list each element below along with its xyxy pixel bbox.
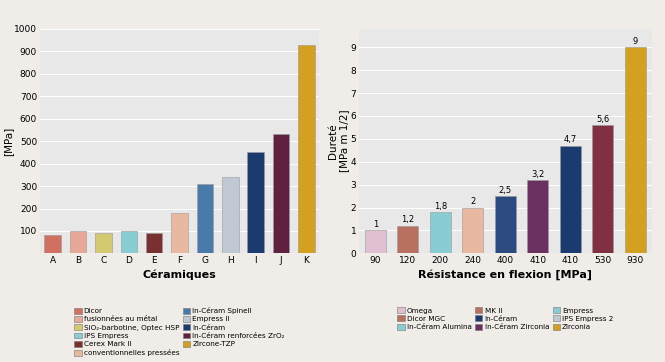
Bar	[299, 45, 315, 253]
Text: 1,2: 1,2	[401, 215, 414, 224]
Bar	[197, 184, 213, 253]
Text: 4,7: 4,7	[564, 135, 577, 144]
Bar	[430, 212, 451, 253]
Y-axis label: Dureté
[MPa m 1/2]: Dureté [MPa m 1/2]	[328, 110, 349, 172]
Bar	[593, 125, 614, 253]
Bar	[560, 146, 581, 253]
Text: 9: 9	[633, 37, 638, 46]
Bar	[397, 226, 418, 253]
Bar	[120, 231, 137, 253]
Bar	[247, 152, 264, 253]
Bar	[45, 235, 61, 253]
X-axis label: Résistance en flexion [MPa]: Résistance en flexion [MPa]	[418, 269, 593, 280]
Y-axis label: [MPa]: [MPa]	[3, 127, 13, 156]
Text: 1,8: 1,8	[434, 202, 447, 211]
Bar	[495, 196, 516, 253]
Bar	[95, 233, 112, 253]
Bar	[365, 231, 386, 253]
Bar	[146, 233, 162, 253]
Bar	[462, 207, 483, 253]
Bar	[70, 231, 86, 253]
Bar	[527, 180, 549, 253]
Legend: Omega, Dicor MGC, In-Céram Alumina, MK II, In-Céram, In-Céram Zirconia, Empress,: Omega, Dicor MGC, In-Céram Alumina, MK I…	[396, 306, 614, 331]
Text: 1: 1	[372, 220, 378, 229]
Text: 3,2: 3,2	[531, 169, 545, 178]
Bar	[222, 177, 239, 253]
Bar	[625, 47, 646, 253]
Text: 2,5: 2,5	[499, 186, 512, 194]
Bar	[172, 213, 188, 253]
Text: 5,6: 5,6	[597, 114, 610, 123]
X-axis label: Céramiques: Céramiques	[143, 269, 216, 280]
Bar	[273, 134, 289, 253]
Legend: Dicor, fusionnées au métal, SiO₂-barbotine, Optec HSP, IPS Empress, Cerex Mark I: Dicor, fusionnées au métal, SiO₂-barboti…	[74, 306, 285, 357]
Text: 2: 2	[470, 197, 475, 206]
